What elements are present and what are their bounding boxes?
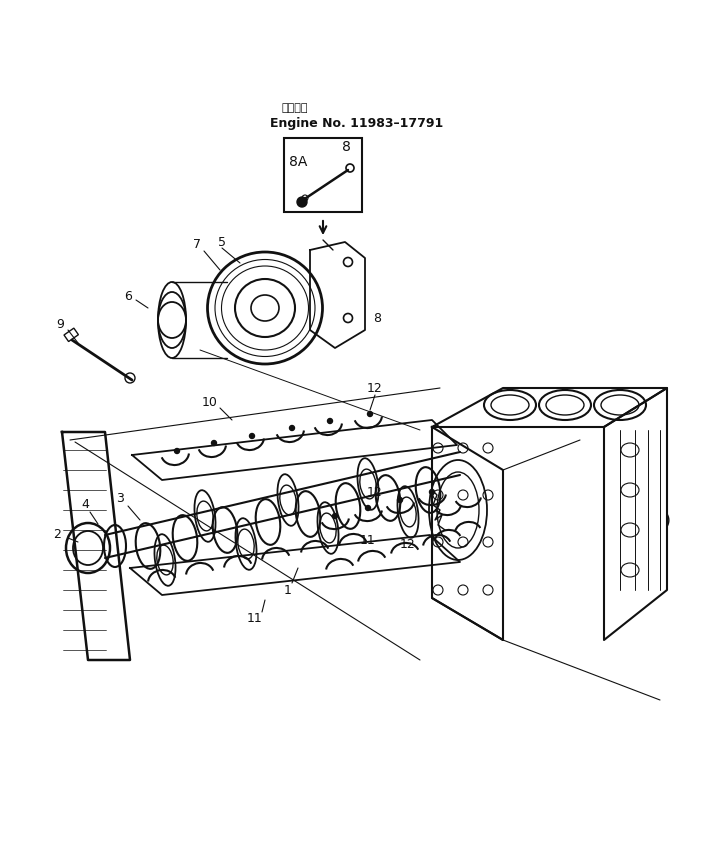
Bar bbox=[64, 329, 78, 341]
Text: 12: 12 bbox=[367, 382, 383, 395]
Text: 適用号簼: 適用号簼 bbox=[282, 103, 309, 113]
Circle shape bbox=[397, 497, 402, 502]
Circle shape bbox=[249, 433, 254, 439]
Text: 11: 11 bbox=[247, 611, 263, 624]
Text: 11: 11 bbox=[360, 533, 376, 546]
Circle shape bbox=[212, 440, 217, 445]
Text: ): ) bbox=[665, 513, 671, 527]
Text: 2: 2 bbox=[53, 529, 61, 542]
Circle shape bbox=[174, 449, 179, 453]
Text: 5: 5 bbox=[218, 236, 226, 249]
Text: 12: 12 bbox=[367, 486, 383, 499]
Circle shape bbox=[297, 197, 307, 207]
Bar bbox=[284, 138, 362, 212]
Text: 9: 9 bbox=[56, 318, 64, 331]
Text: 3: 3 bbox=[116, 492, 124, 505]
Circle shape bbox=[328, 419, 333, 423]
Text: 8A: 8A bbox=[289, 155, 307, 169]
Text: 10: 10 bbox=[202, 396, 218, 408]
Text: 12: 12 bbox=[400, 538, 416, 551]
Circle shape bbox=[333, 513, 337, 519]
Text: Engine No. 11983–17791: Engine No. 11983–17791 bbox=[270, 116, 443, 130]
Circle shape bbox=[289, 426, 294, 431]
Text: 6: 6 bbox=[124, 290, 132, 303]
Circle shape bbox=[429, 489, 434, 494]
Circle shape bbox=[366, 506, 371, 511]
Text: 7: 7 bbox=[193, 238, 201, 251]
Circle shape bbox=[368, 411, 373, 416]
Text: 4: 4 bbox=[81, 499, 89, 512]
Text: 1: 1 bbox=[284, 583, 292, 597]
Text: 8: 8 bbox=[373, 311, 381, 324]
Text: 8: 8 bbox=[342, 140, 350, 154]
